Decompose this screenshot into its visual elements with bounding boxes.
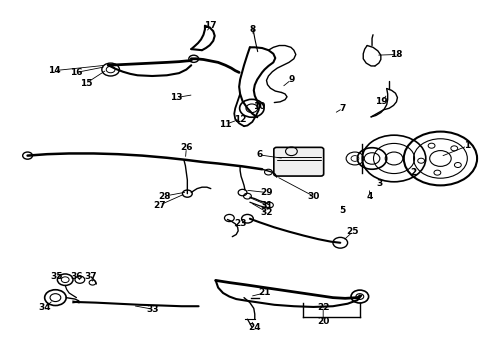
Text: 25: 25: [346, 228, 359, 237]
Text: 4: 4: [367, 192, 373, 201]
Text: 35: 35: [50, 272, 63, 281]
Text: 15: 15: [80, 79, 93, 88]
Text: 22: 22: [317, 303, 329, 312]
Text: 30: 30: [307, 192, 319, 201]
Text: 28: 28: [158, 192, 171, 201]
Text: 36: 36: [70, 272, 83, 281]
Circle shape: [454, 162, 461, 167]
Circle shape: [417, 158, 424, 163]
Text: 6: 6: [257, 150, 263, 159]
Text: 34: 34: [38, 303, 51, 312]
Text: 32: 32: [261, 208, 273, 217]
Text: 9: 9: [288, 75, 294, 84]
Text: 11: 11: [219, 120, 232, 129]
Text: 19: 19: [375, 96, 388, 105]
Text: 1: 1: [464, 141, 470, 150]
Text: 10: 10: [253, 102, 266, 111]
Text: 21: 21: [258, 288, 271, 297]
Circle shape: [451, 146, 458, 151]
Text: 29: 29: [261, 188, 273, 197]
Text: 5: 5: [340, 206, 346, 215]
Text: 26: 26: [180, 143, 193, 152]
Text: 24: 24: [248, 323, 261, 332]
Circle shape: [428, 143, 435, 148]
Text: 31: 31: [261, 201, 273, 210]
Text: 23: 23: [234, 219, 246, 228]
Text: 13: 13: [171, 93, 183, 102]
Text: 16: 16: [70, 68, 83, 77]
Text: 33: 33: [146, 305, 158, 314]
Text: 14: 14: [48, 66, 61, 75]
Text: 8: 8: [249, 25, 255, 34]
Text: 2: 2: [411, 168, 416, 177]
Text: 3: 3: [376, 179, 383, 188]
Circle shape: [434, 170, 441, 175]
Text: 27: 27: [153, 201, 166, 210]
FancyBboxPatch shape: [274, 147, 324, 176]
Text: 37: 37: [85, 272, 98, 281]
Text: 12: 12: [234, 114, 246, 123]
Text: 17: 17: [204, 21, 217, 30]
Text: 18: 18: [390, 50, 403, 59]
Text: 7: 7: [340, 104, 346, 113]
Text: 20: 20: [317, 317, 329, 326]
